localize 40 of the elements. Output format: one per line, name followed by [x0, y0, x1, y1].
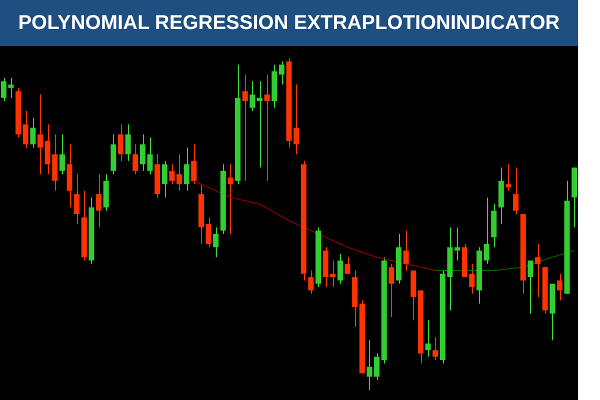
candlestick	[213, 226, 219, 258]
candlestick	[74, 174, 80, 224]
candlestick	[528, 260, 534, 314]
candlestick	[366, 340, 372, 390]
candlestick	[278, 60, 284, 86]
candlestick	[513, 167, 519, 215]
chart-title: POLYNOMIAL REGRESSION EXTRAPLOTIONINDICATOR	[0, 0, 578, 46]
candlestick	[176, 154, 182, 192]
candlestick	[403, 230, 409, 271]
candlestick	[454, 226, 460, 262]
candlestick	[484, 196, 490, 264]
candlestick	[184, 147, 190, 192]
candlestick	[264, 74, 270, 182]
candlestick	[191, 144, 197, 185]
candlestick	[125, 124, 131, 162]
candlestick	[294, 84, 300, 155]
candlestick	[250, 80, 256, 112]
candlestick	[118, 124, 124, 162]
candlestick	[132, 144, 138, 175]
candlestick	[59, 134, 65, 175]
candlestick	[432, 336, 438, 361]
candlestick	[242, 74, 248, 182]
candlestick	[96, 174, 102, 228]
candlestick	[344, 256, 350, 274]
candlestick	[162, 160, 168, 198]
candlestick	[308, 270, 314, 294]
candlestick	[37, 94, 43, 175]
candlestick	[374, 352, 380, 381]
candlestick	[506, 164, 512, 192]
candlestick	[30, 117, 36, 148]
candlestick	[535, 243, 541, 298]
candlestick	[228, 164, 234, 234]
candlestick	[556, 273, 562, 301]
candlestick	[169, 164, 175, 185]
candlestick	[337, 253, 343, 284]
candlestick	[256, 80, 262, 168]
candlestick	[206, 216, 212, 248]
candlestick	[22, 110, 28, 148]
candlestick	[425, 320, 431, 358]
candlestick	[388, 263, 394, 318]
